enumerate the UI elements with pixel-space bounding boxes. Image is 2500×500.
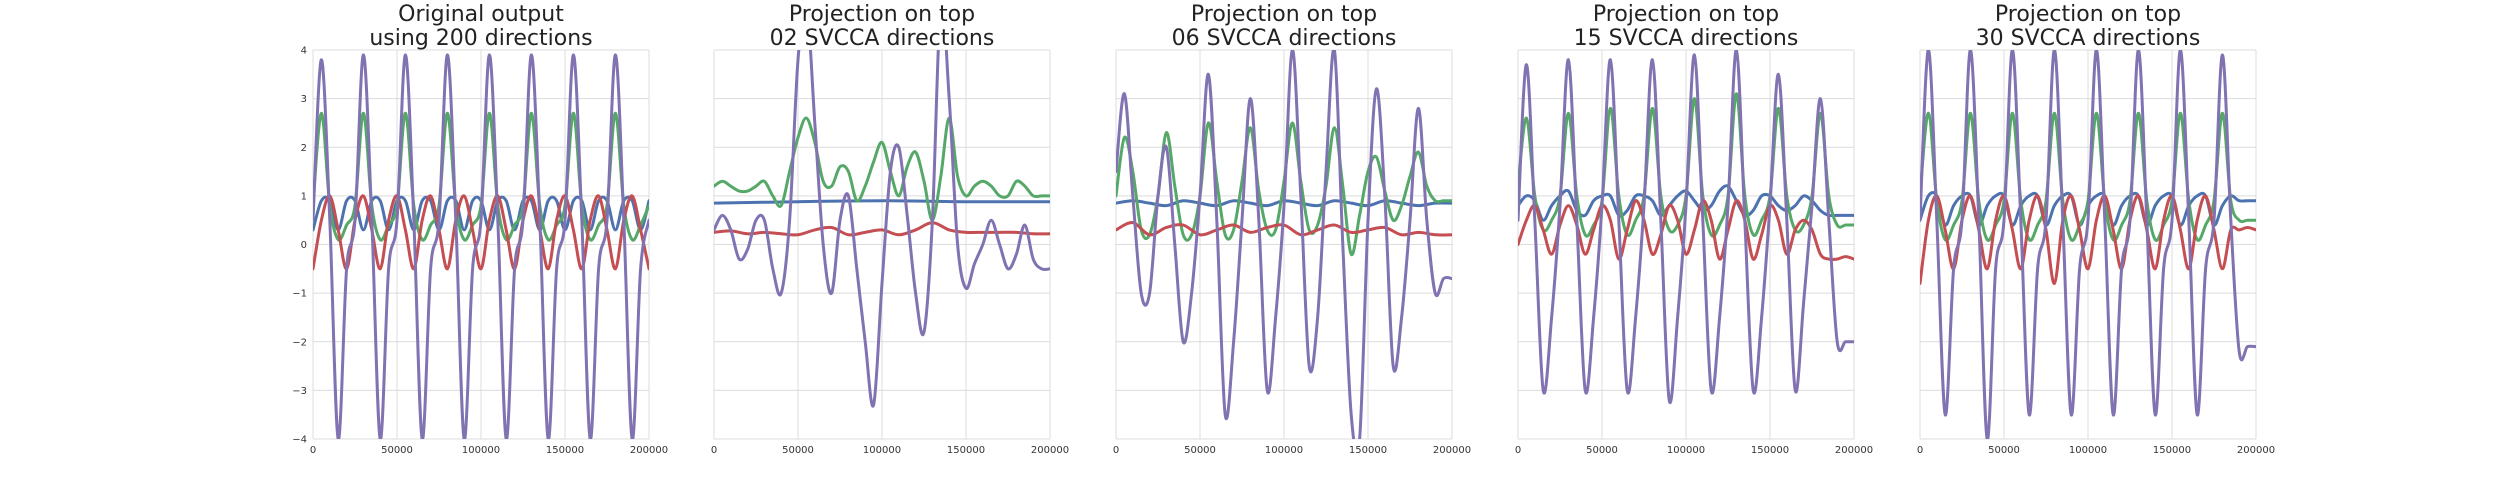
chart-title-line: using 200 directions [369,26,592,51]
series-group [714,50,1050,408]
x-tick-label: 150000 [1349,445,1387,456]
x-tick-label: 50000 [1184,445,1216,456]
y-tick-label: −4 [292,435,307,446]
x-tick-label: 150000 [546,445,584,456]
x-tick-label: 50000 [1988,445,2020,456]
x-tick-label: 150000 [2153,445,2191,456]
chart-title-line: Projection on top [1995,2,2181,27]
x-tick-label: 0 [1515,445,1521,456]
x-tick-label: 100000 [1667,445,1705,456]
series-group [313,53,649,439]
series-line-4 [1116,50,1452,439]
chart-panel-1: 0 50000 100000 150000 200000 −4 −3 −2 −1 0 1 2 3 4 Ori… [292,2,668,456]
series-line-4 [1920,50,2256,439]
y-tick-label: 2 [301,143,307,154]
chart-title-line: 15 SVCCA directions [1574,26,1799,51]
y-tick-label: −1 [292,289,307,300]
chart-title-line: Projection on top [1593,2,1779,27]
x-tick-label: 200000 [2237,445,2275,456]
series-line-4 [1518,50,1854,405]
chart-title-line: 02 SVCCA directions [770,26,995,51]
series-group [1116,50,1452,439]
series-line-2 [1116,121,1452,257]
x-tick-label: 100000 [462,445,500,456]
x-tick-label: 50000 [1586,445,1618,456]
series-line-4 [714,50,1050,408]
chart-panel-3: 0 50000 100000 150000 200000 Projection on to… [1113,2,1471,456]
x-tick-label: 200000 [1031,445,1069,456]
chart-title-line: Projection on top [789,2,975,27]
series-line-3 [1518,199,1854,262]
y-tick-label: 1 [301,191,307,202]
chart-panel-2: 0 50000 100000 150000 200000 Projection on to… [711,2,1069,456]
y-tick-label: −2 [292,337,307,348]
y-tick-label: 4 [301,46,307,57]
x-tick-label: 0 [1113,445,1119,456]
x-tick-label: 100000 [1265,445,1303,456]
y-tick-label: −3 [292,386,307,397]
chart-panel-4: 0 50000 100000 150000 200000 Projection on to… [1515,2,1873,456]
x-tick-label: 0 [711,445,717,456]
x-tick-label: 0 [1917,445,1923,456]
x-tick-label: 150000 [1751,445,1789,456]
y-tick-label: 0 [301,240,307,251]
x-tick-label: 150000 [947,445,985,456]
series-group [1518,50,1854,405]
x-tick-label: 50000 [782,445,814,456]
series-line-1 [714,199,1050,205]
series-line-3 [313,194,649,271]
chart-panel-5: 0 50000 100000 150000 200000 Projection on to… [1917,2,2275,456]
x-tick-label: 200000 [1835,445,1873,456]
chart-title-line: Original output [398,2,564,27]
y-tick-label: 3 [301,94,307,105]
chart-title-line: 30 SVCCA directions [1976,26,2201,51]
series-line-2 [714,116,1050,222]
chart-title-line: 06 SVCCA directions [1172,26,1397,51]
x-tick-label: 200000 [630,445,668,456]
series-line-3 [1920,194,2256,285]
x-tick-label: 200000 [1433,445,1471,456]
chart-title-line: Projection on top [1191,2,1377,27]
x-tick-label: 100000 [863,445,901,456]
x-tick-label: 100000 [2069,445,2107,456]
x-tick-label: 50000 [381,445,413,456]
series-line-4 [313,53,649,439]
series-group [1920,50,2256,439]
x-tick-label: 0 [310,445,316,456]
